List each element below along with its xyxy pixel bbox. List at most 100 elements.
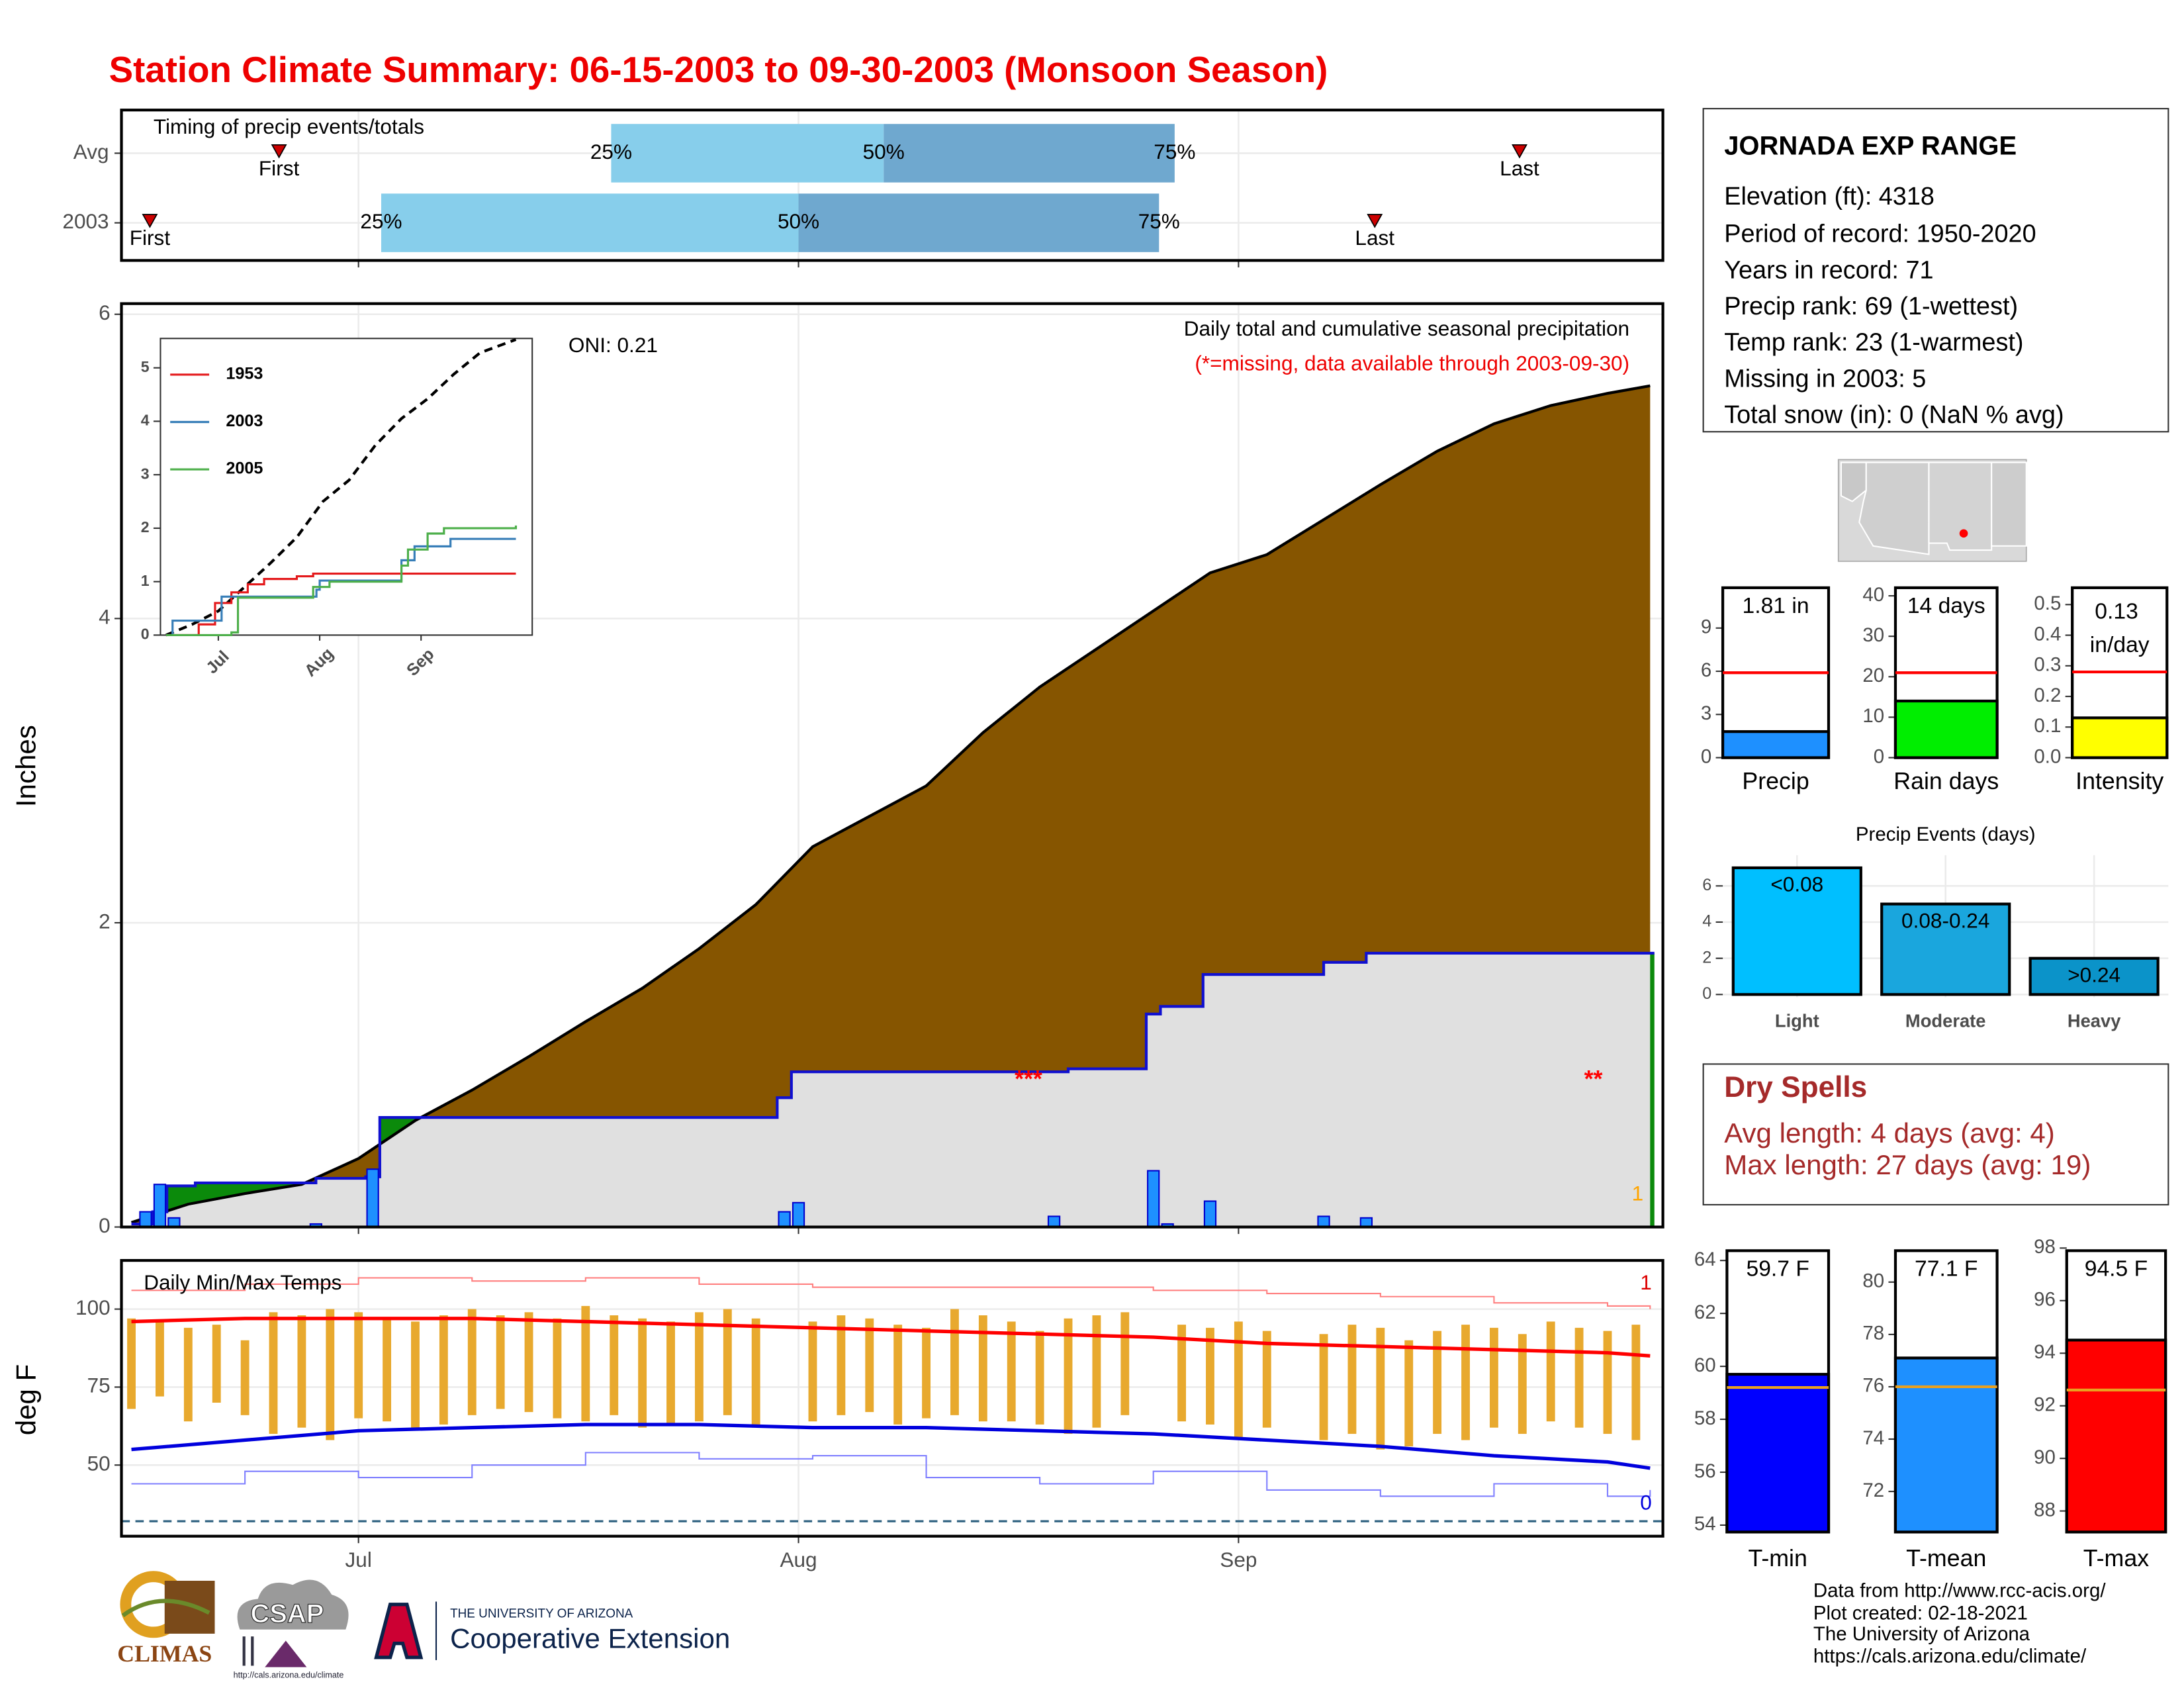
y-tick-label: 0 bbox=[1701, 745, 1711, 767]
bar-label: 0.08-0.24 bbox=[1901, 908, 1989, 932]
y-tick-label: 6 bbox=[99, 301, 111, 324]
y-tick-label: 98 bbox=[2034, 1236, 2056, 1258]
temp-range-bar bbox=[467, 1309, 477, 1415]
y-tick-label: 10 bbox=[1862, 705, 1884, 727]
timing-label: First bbox=[130, 226, 171, 250]
inset-line bbox=[165, 538, 516, 636]
y-tick-label: 64 bbox=[1694, 1248, 1716, 1270]
bar bbox=[2065, 1338, 2167, 1534]
record-low-count: 0 bbox=[1640, 1491, 1652, 1515]
station-line: Missing in 2003: 5 bbox=[1724, 365, 1926, 393]
temp-range-bar bbox=[1518, 1334, 1527, 1434]
csap-logo: CSAP http://cals.arizona.edu/climate bbox=[234, 1579, 349, 1679]
y-tick-label: 80 bbox=[1862, 1270, 1884, 1292]
page-title: Station Climate Summary: 06-15-2003 to 0… bbox=[109, 49, 1328, 90]
logo-text: CSAP bbox=[250, 1599, 324, 1628]
y-axis-label: deg F bbox=[11, 1364, 42, 1436]
y-tick-label: 2 bbox=[1702, 948, 1711, 966]
temp-range-bar bbox=[156, 1321, 164, 1397]
logo-text: http://cals.arizona.edu/climate bbox=[234, 1670, 344, 1679]
temp-range-bar bbox=[1234, 1321, 1243, 1440]
y-tick-label: 78 bbox=[1862, 1323, 1884, 1344]
quartile-bar bbox=[611, 124, 884, 183]
temp-range-bar bbox=[1347, 1325, 1357, 1434]
temp-line bbox=[131, 1317, 1651, 1358]
x-tick-label: Jul bbox=[345, 1548, 372, 1571]
temp-range-bar bbox=[269, 1312, 278, 1434]
temp-range-bar bbox=[893, 1325, 903, 1425]
dry-spells-line: Avg length: 4 days (avg: 4) bbox=[1724, 1117, 2055, 1149]
y-tick-label: 0 bbox=[99, 1213, 111, 1237]
dry-spells-title: Dry Spells bbox=[1724, 1071, 1867, 1103]
temp-range-bar bbox=[1433, 1331, 1442, 1434]
timing-marker bbox=[1512, 144, 1527, 159]
y-tick-label: 96 bbox=[2034, 1289, 2056, 1311]
panel-border bbox=[120, 1258, 1664, 1538]
y-tick-label: 3 bbox=[1701, 702, 1711, 724]
missing-mark: ** bbox=[1584, 1066, 1603, 1092]
inset-line bbox=[165, 338, 517, 637]
y-tick-label: 54 bbox=[1694, 1513, 1716, 1535]
year-below-area bbox=[131, 953, 1651, 1227]
station-location bbox=[1959, 529, 1968, 538]
temp-range-bar bbox=[183, 1327, 193, 1422]
y-tick-label: 58 bbox=[1694, 1407, 1716, 1429]
ua-logo: THE UNIVERSITY OF ARIZONA Cooperative Ex… bbox=[374, 1601, 730, 1660]
credit: https://cals.arizona.edu/climate/ bbox=[1813, 1645, 2087, 1667]
temp-range-bar bbox=[1035, 1331, 1044, 1425]
quartile-bar bbox=[798, 193, 1160, 252]
y-tick-label: 56 bbox=[1694, 1460, 1716, 1482]
y-tick-label: 5 bbox=[141, 358, 150, 375]
daily-precip-bar bbox=[792, 1201, 805, 1228]
temp-range-bar bbox=[439, 1315, 448, 1425]
temp-range-bar bbox=[354, 1312, 363, 1419]
quartile-label: 75% bbox=[1154, 140, 1195, 164]
map-state bbox=[1858, 461, 1930, 555]
temp-range-bar bbox=[553, 1318, 562, 1419]
temp-range-bar bbox=[922, 1327, 931, 1419]
temp-range-bar bbox=[1546, 1321, 1555, 1422]
quartile-label: 50% bbox=[778, 209, 819, 233]
category-label: Precip bbox=[1742, 768, 1809, 794]
temp-range-bar bbox=[127, 1318, 136, 1409]
y-tick-label: 6 bbox=[1701, 659, 1711, 681]
daily-precip-bar bbox=[1203, 1200, 1217, 1228]
y-tick-label: 94 bbox=[2034, 1341, 2056, 1363]
temp-range-bar bbox=[1206, 1327, 1214, 1425]
x-tick-label: Moderate bbox=[1905, 1011, 1986, 1031]
timing-label: First bbox=[259, 156, 300, 180]
logo-text: CLIMAS bbox=[117, 1640, 212, 1667]
station-line: Period of record: 1950-2020 bbox=[1724, 220, 2036, 248]
y-tick-label: 60 bbox=[1694, 1354, 1716, 1376]
y-tick-label: 0 bbox=[1874, 745, 1884, 767]
temp-range-bar bbox=[297, 1315, 306, 1428]
logo-shape bbox=[164, 1580, 215, 1634]
temp-range-bar bbox=[694, 1312, 704, 1422]
value-label: 0.13 in/day bbox=[2090, 600, 2150, 657]
quartile-label: 75% bbox=[1138, 209, 1180, 233]
temp-range-bar bbox=[610, 1315, 619, 1415]
quartile-label: 50% bbox=[863, 140, 905, 164]
temp-range-bar bbox=[666, 1321, 675, 1425]
daily-precip-bar bbox=[139, 1211, 152, 1228]
y-tick-label: 90 bbox=[2034, 1446, 2056, 1468]
year-line bbox=[131, 951, 1655, 1226]
map-state bbox=[1840, 461, 1867, 502]
quartile-bar bbox=[884, 124, 1175, 183]
subtitle: Daily total and cumulative seasonal prec… bbox=[1184, 316, 1629, 340]
bar-label: <0.08 bbox=[1770, 872, 1823, 896]
temp-range-bar bbox=[1064, 1318, 1073, 1434]
inset-line bbox=[165, 572, 516, 636]
temp-range-bar bbox=[212, 1325, 221, 1403]
locator-map bbox=[1837, 459, 2027, 562]
y-tick-label: 20 bbox=[1862, 665, 1884, 686]
y-tick-label: 0.3 bbox=[2034, 654, 2061, 676]
value-label: 77.1 F bbox=[1915, 1257, 1978, 1282]
value-label: 94.5 F bbox=[2085, 1257, 2148, 1282]
bar-label: >0.24 bbox=[2068, 962, 2120, 986]
logo-text: Cooperative Extension bbox=[450, 1623, 730, 1654]
temp-range-bar bbox=[1574, 1327, 1584, 1428]
daily-precip-bar bbox=[1147, 1170, 1160, 1228]
y-tick-label: 0.5 bbox=[2034, 592, 2061, 614]
temp-range-bar bbox=[1319, 1334, 1328, 1440]
